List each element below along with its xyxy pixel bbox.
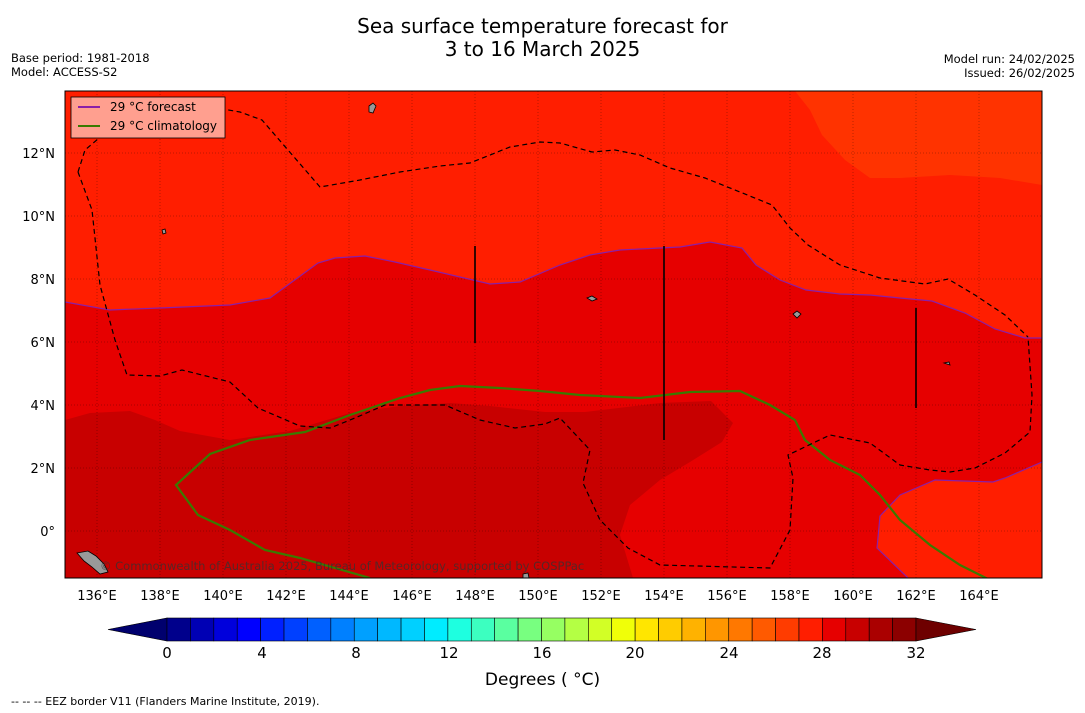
lon-label: 138°E bbox=[140, 589, 180, 604]
colorbar-over-arrow bbox=[915, 617, 977, 642]
colorbar-tick-label: 8 bbox=[351, 644, 361, 662]
issued-date: Issued: 26/02/2025 bbox=[964, 66, 1075, 80]
lon-label: 136°E bbox=[77, 589, 117, 604]
lon-label: 164°E bbox=[959, 589, 999, 604]
colorbar-tick-label: 28 bbox=[812, 644, 831, 662]
colorbar-cell bbox=[447, 617, 472, 642]
lon-label: 150°E bbox=[518, 589, 558, 604]
colorbar-cell bbox=[190, 617, 215, 642]
lat-label: 12°N bbox=[22, 147, 55, 162]
colorbar-tick-label: 32 bbox=[906, 644, 925, 662]
longitude-labels: 136°E 138°E 140°E 142°E 144°E 146°E 148°… bbox=[77, 589, 999, 604]
eez-footnote: -- -- -- EEZ border V11 (Flanders Marine… bbox=[11, 695, 320, 708]
colorbar-cell bbox=[260, 617, 285, 642]
forecast-29c-contour-north bbox=[65, 241, 1042, 339]
model-name: Model: ACCESS-S2 bbox=[11, 65, 118, 79]
lon-label: 158°E bbox=[770, 589, 810, 604]
lon-label: 156°E bbox=[707, 589, 747, 604]
map-frame bbox=[64, 90, 1043, 579]
lon-label: 154°E bbox=[644, 589, 684, 604]
lon-label: 152°E bbox=[581, 589, 621, 604]
lon-label: 162°E bbox=[896, 589, 936, 604]
copyright-text: © Commonwealth of Australia 2025, Bureau… bbox=[100, 559, 584, 573]
colorbar-cell bbox=[307, 617, 332, 642]
colorbar-cell bbox=[517, 617, 542, 642]
colorbar-cell bbox=[494, 617, 519, 642]
legend-forecast-label: 29 °C forecast bbox=[110, 100, 196, 114]
colorbar-cell bbox=[400, 617, 425, 642]
colorbar-cell bbox=[868, 617, 893, 642]
colorbar-cell bbox=[588, 617, 613, 642]
colorbar-tick-label: 24 bbox=[719, 644, 738, 662]
colorbar-cell bbox=[470, 617, 495, 642]
colorbar-units: Degrees ( °C) bbox=[484, 670, 601, 690]
colorbar-tick-label: 4 bbox=[257, 644, 267, 662]
lon-label: 160°E bbox=[833, 589, 873, 604]
legend-climatology-label: 29 °C climatology bbox=[110, 119, 217, 133]
latitude-labels: 12°N 10°N 8°N 6°N 4°N 2°N 0° bbox=[22, 147, 55, 540]
lat-label: 2°N bbox=[31, 462, 56, 477]
colorbar-ticks: 0 4 8 12 16 20 24 28 32 bbox=[162, 644, 925, 662]
model-run-date: Model run: 24/02/2025 bbox=[943, 52, 1075, 66]
reference-lines bbox=[474, 246, 917, 440]
colorbar-cell bbox=[377, 617, 402, 642]
colorbar-cell bbox=[845, 617, 870, 642]
colorbar-cell bbox=[822, 617, 847, 642]
legend-box bbox=[70, 96, 226, 139]
forecast-29c-contour-east bbox=[876, 461, 1042, 578]
colorbar-cell bbox=[283, 617, 308, 642]
colorbar-cell bbox=[424, 617, 449, 642]
colorbar-cell bbox=[166, 617, 191, 642]
colorbar-cell bbox=[728, 617, 753, 642]
colorbar-under-arrow bbox=[107, 617, 168, 642]
colorbar-cell bbox=[634, 617, 659, 642]
colorbar-cell bbox=[892, 617, 917, 642]
colorbar-cell bbox=[330, 617, 355, 642]
colorbar-cell bbox=[541, 617, 566, 642]
map-title-line-1: Sea surface temperature forecast for bbox=[357, 14, 728, 38]
colorbar-tick-label: 0 bbox=[162, 644, 172, 662]
map-title-line-2: 3 to 16 March 2025 bbox=[444, 37, 641, 61]
base-period: Base period: 1981-2018 bbox=[11, 51, 150, 65]
lat-label: 8°N bbox=[31, 273, 56, 288]
lat-label: 0° bbox=[40, 525, 55, 540]
lon-label: 146°E bbox=[392, 589, 432, 604]
colorbar-cell bbox=[681, 617, 706, 642]
islands bbox=[76, 102, 951, 578]
colorbar-cell bbox=[611, 617, 636, 642]
lat-label: 6°N bbox=[31, 336, 56, 351]
colorbar-cell bbox=[213, 617, 238, 642]
colorbar-cell bbox=[658, 617, 683, 642]
colorbar-tick-label: 12 bbox=[439, 644, 458, 662]
field-27-28 bbox=[795, 91, 1042, 185]
colorbar-cell bbox=[564, 617, 589, 642]
lon-label: 142°E bbox=[266, 589, 306, 604]
lon-label: 140°E bbox=[203, 589, 243, 604]
colorbar-cell bbox=[705, 617, 730, 642]
lat-label: 10°N bbox=[22, 210, 55, 225]
colorbar-cell bbox=[775, 617, 800, 642]
colorbar-cell bbox=[751, 617, 776, 642]
lat-label: 4°N bbox=[31, 399, 56, 414]
colorbar-tick-label: 16 bbox=[532, 644, 551, 662]
colorbar-cell bbox=[798, 617, 823, 642]
climatology-29c-contour bbox=[174, 384, 989, 578]
colorbar bbox=[107, 617, 977, 642]
contour-legend: 29 °C forecast 29 °C climatology bbox=[70, 96, 226, 139]
colorbar-cell bbox=[236, 617, 261, 642]
colorbar-tick-label: 20 bbox=[625, 644, 644, 662]
colorbar-cell bbox=[353, 617, 378, 642]
sst-field: © Commonwealth of Australia 2025, Bureau… bbox=[65, 91, 1042, 578]
lon-label: 144°E bbox=[329, 589, 369, 604]
lon-label: 148°E bbox=[455, 589, 495, 604]
